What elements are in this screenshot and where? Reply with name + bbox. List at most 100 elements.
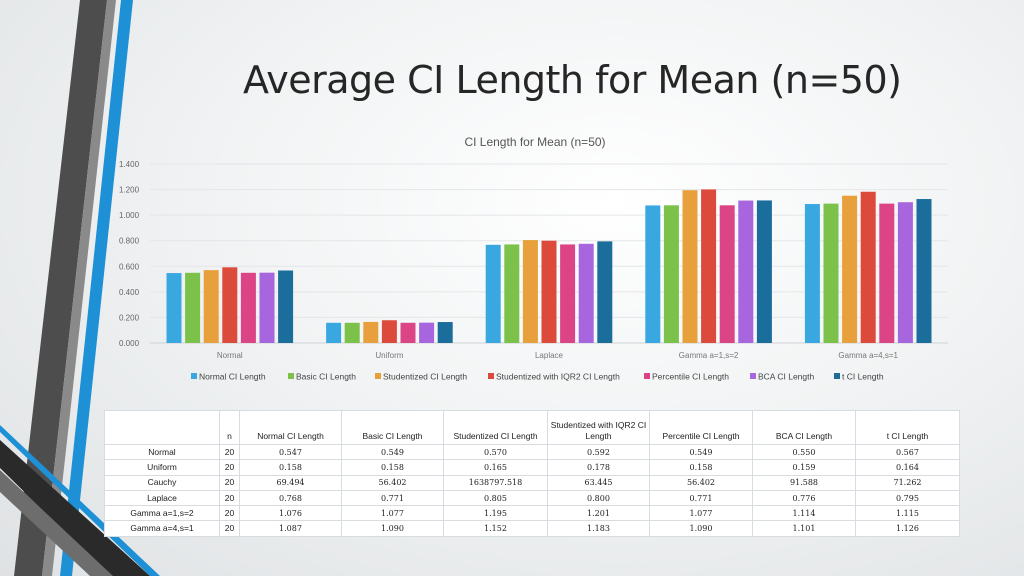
bar[interactable] <box>916 199 932 343</box>
legend-label[interactable]: Studentized CI Length <box>383 372 467 382</box>
table-cell: 1.077 <box>649 505 753 522</box>
stripe-blue <box>60 0 133 576</box>
bar[interactable] <box>701 189 717 343</box>
bar[interactable] <box>363 321 379 343</box>
legend-label[interactable]: t CI Length <box>842 372 884 382</box>
table-cell: 1.115 <box>855 505 960 522</box>
table-cell: 63.445 <box>547 474 650 491</box>
table-body: Normal 20 0.547 0.549 0.570 0.592 0.549 0.550 0.… <box>104 443 960 537</box>
y-tick-label: 1.400 <box>119 160 140 169</box>
table-header-cell <box>104 410 220 445</box>
bar[interactable] <box>522 240 538 343</box>
x-category-label: Normal <box>217 351 243 360</box>
table-cell: 0.570 <box>443 443 548 461</box>
table-header-row: n Normal CI Length Basic CI Length Studenti… <box>104 410 960 445</box>
bar[interactable] <box>756 200 772 343</box>
y-tick-label: 1.200 <box>119 186 140 195</box>
bar[interactable] <box>804 204 820 343</box>
bar[interactable] <box>842 195 858 343</box>
bar[interactable] <box>597 241 613 343</box>
table-cell: 0.159 <box>752 459 856 476</box>
table-cell: 0.165 <box>443 459 548 476</box>
legend-label[interactable]: Normal CI Length <box>199 372 266 382</box>
bar[interactable] <box>222 267 238 343</box>
table-cell: 56.402 <box>649 474 753 491</box>
bar[interactable] <box>823 203 839 343</box>
table-header-cell: Basic CI Length <box>341 410 444 445</box>
bar[interactable] <box>541 240 557 343</box>
legend-swatch <box>750 373 756 379</box>
y-tick-label: 0.000 <box>119 339 140 348</box>
table-cell: 0.771 <box>649 489 753 507</box>
stripe-diag-blue <box>0 425 160 576</box>
bar[interactable] <box>738 200 754 343</box>
table-cell: 0.178 <box>547 459 650 476</box>
row-label-cell: Gamma a=1,s=2 <box>104 505 220 522</box>
bar[interactable] <box>578 243 594 343</box>
bar[interactable] <box>897 202 913 343</box>
legend-label[interactable]: Percentile CI Length <box>652 372 729 382</box>
table-cell: 20 <box>219 520 240 537</box>
y-tick-label: 0.400 <box>119 288 140 297</box>
x-axis-categories: Normal Uniform Laplace Gamma a=1,s=2 Gamma a… <box>217 351 899 360</box>
table-cell: 1.126 <box>855 520 960 537</box>
row-label-cell: Normal <box>104 443 220 461</box>
bar[interactable] <box>185 272 201 343</box>
x-category-label: Gamma a=1,s=2 <box>679 351 739 360</box>
bar[interactable] <box>682 190 698 343</box>
chart-legend[interactable]: Normal CI Length Basic CI Length Studentiz… <box>191 372 884 382</box>
bar-chart: CI Length for Mean (n=50) 0.000 0.200 0.40… <box>119 135 948 382</box>
legend-label[interactable]: BCA CI Length <box>758 372 815 382</box>
table-row: Gamma a=1,s=2 20 1.076 1.077 1.195 1.201 1.077… <box>104 505 960 522</box>
bar[interactable] <box>504 244 520 343</box>
table-cell: 0.776 <box>752 489 856 507</box>
table-header-cell: BCA CI Length <box>752 410 856 445</box>
table-cell: 0.800 <box>547 489 650 507</box>
table-cell: 20 <box>219 443 240 461</box>
bar[interactable] <box>400 322 416 343</box>
table-header-cell: Normal CI Length <box>239 410 342 445</box>
table-cell: 1.183 <box>547 520 650 537</box>
table-cell: 20 <box>219 474 240 491</box>
legend-label[interactable]: Basic CI Length <box>296 372 356 382</box>
row-label-cell: Uniform <box>104 459 220 476</box>
bar[interactable] <box>860 191 876 343</box>
bar[interactable] <box>381 320 397 343</box>
legend-swatch <box>834 373 840 379</box>
bar[interactable] <box>719 205 735 343</box>
table-cell: 1.087 <box>239 520 342 537</box>
legend-swatch <box>191 373 197 379</box>
bar[interactable] <box>437 322 453 343</box>
table-cell: 0.549 <box>649 443 753 461</box>
table-cell: 1.090 <box>341 520 444 537</box>
table-cell: 1.114 <box>752 505 856 522</box>
bar[interactable] <box>645 205 661 343</box>
table-cell: 1.101 <box>752 520 856 537</box>
table-cell: 0.768 <box>239 489 342 507</box>
table-cell: 0.158 <box>239 459 342 476</box>
bar[interactable] <box>166 273 182 343</box>
bar[interactable] <box>240 272 256 343</box>
y-tick-label: 0.600 <box>119 262 140 271</box>
bar[interactable] <box>259 272 275 343</box>
stripe-dark <box>14 0 107 576</box>
bar[interactable] <box>344 322 360 343</box>
bar[interactable] <box>278 270 294 343</box>
bar[interactable] <box>485 244 501 343</box>
bar[interactable] <box>879 203 895 343</box>
legend-label[interactable]: Studentized with IQR2 CI Length <box>496 372 620 382</box>
bar[interactable] <box>560 244 576 343</box>
bar[interactable] <box>419 322 435 343</box>
bar[interactable] <box>326 322 342 343</box>
bar[interactable] <box>203 270 219 343</box>
bar[interactable] <box>663 205 679 343</box>
stripe-diag-gray <box>0 470 113 576</box>
legend-swatch <box>488 373 494 379</box>
legend-swatch <box>288 373 294 379</box>
table-row: Cauchy 20 69.494 56.402 1638797.518 63.445 56.… <box>104 474 960 491</box>
table-cell: 20 <box>219 459 240 476</box>
row-label-cell: Gamma a=4,s=1 <box>104 520 220 537</box>
table-row: Gamma a=4,s=1 20 1.087 1.090 1.152 1.183 1.090… <box>104 520 960 537</box>
table-cell: 0.567 <box>855 443 960 461</box>
table-cell: 1.077 <box>341 505 444 522</box>
